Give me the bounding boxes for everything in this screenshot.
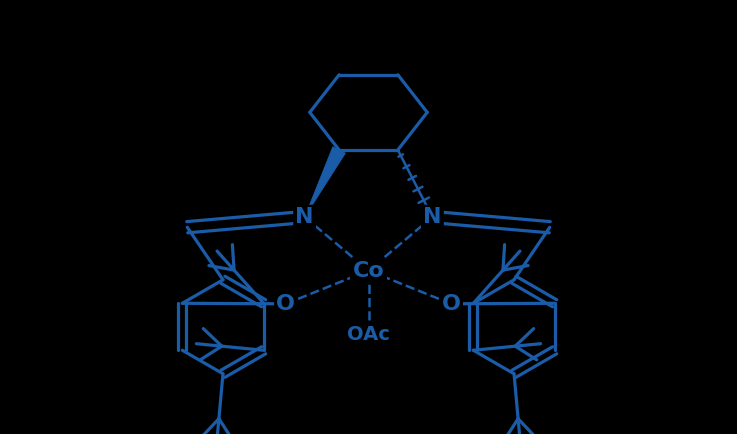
Text: N: N bbox=[423, 207, 441, 227]
Text: OAc: OAc bbox=[347, 325, 390, 344]
Text: Co: Co bbox=[352, 260, 385, 281]
Polygon shape bbox=[304, 147, 346, 217]
Text: O: O bbox=[441, 294, 461, 314]
Text: N: N bbox=[296, 207, 314, 227]
Text: O: O bbox=[276, 294, 296, 314]
